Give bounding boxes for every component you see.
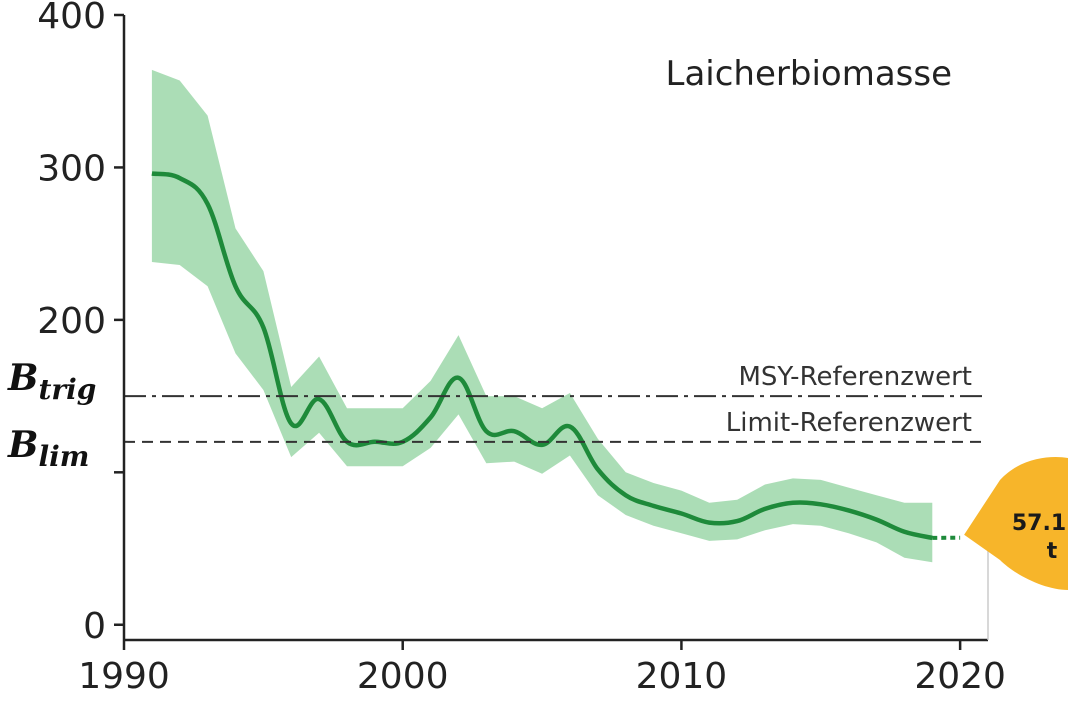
x-tick-label: 2020	[914, 656, 1006, 697]
x-axis-ticks: 1990 2000 2010 2020	[78, 640, 1006, 697]
reference-label-trig: MSY-Referenzwert	[738, 362, 972, 392]
reference-symbol-lim: Blim	[7, 424, 89, 473]
reference-label-lim: Limit-Referenzwert	[726, 408, 972, 438]
x-tick-label: 1990	[78, 656, 170, 697]
reference-lines	[124, 395, 988, 443]
y-tick-label: 400	[37, 0, 106, 37]
latest-value-badge-shape	[964, 457, 1068, 590]
plot-area	[124, 69, 988, 563]
y-tick-label: 0	[83, 606, 106, 647]
latest-value-unit: t	[1047, 539, 1058, 564]
x-tick-label: 2010	[636, 656, 728, 697]
biomass-line	[151, 171, 933, 541]
latest-value-badge: 57.1 t	[964, 457, 1068, 590]
latest-value-text: 57.1	[1012, 511, 1066, 536]
reference-symbol-trig: Btrig	[7, 357, 96, 406]
chart-title: Laicherbiomasse	[666, 54, 953, 94]
x-tick-label: 2000	[357, 656, 449, 697]
confidence-band	[151, 69, 933, 563]
y-tick-label: 300	[37, 148, 106, 189]
y-axis-ticks: 0 200 300 400	[37, 0, 124, 647]
y-tick-label: 200	[37, 301, 106, 342]
